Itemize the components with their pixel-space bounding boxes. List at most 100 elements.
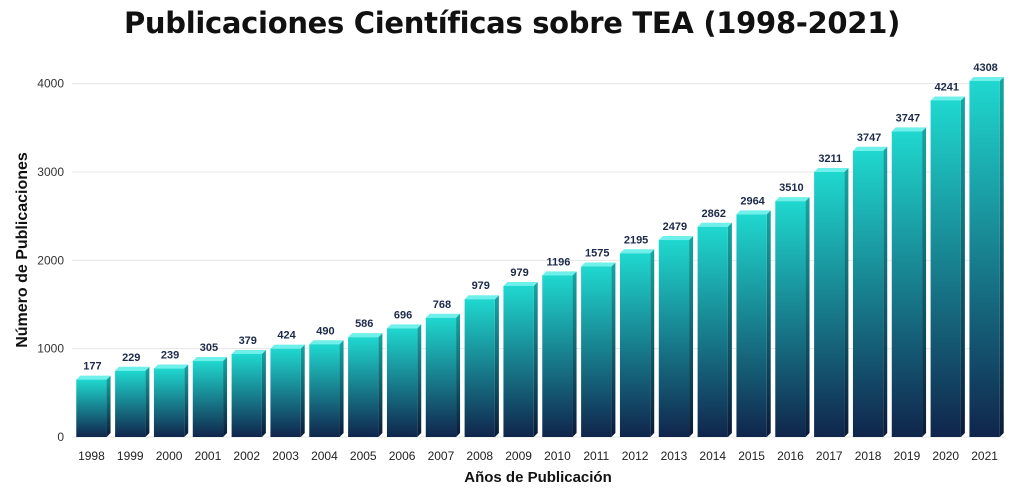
bar (697, 226, 728, 437)
data-label: 3747 (896, 112, 920, 124)
bar-side (300, 344, 305, 437)
bar (348, 337, 379, 437)
bar-top (930, 96, 965, 101)
y-tick-label: 2000 (37, 253, 64, 267)
bar-top (581, 262, 616, 267)
data-label: 4241 (935, 81, 959, 93)
bar-side (999, 77, 1004, 438)
bar (153, 368, 185, 437)
bar (930, 100, 961, 437)
data-label: 2195 (624, 234, 648, 246)
data-label: 2862 (702, 208, 726, 220)
bar (464, 299, 495, 437)
bar (891, 131, 923, 437)
bar-side (456, 313, 461, 437)
bar-top (503, 281, 538, 286)
bar-side (106, 375, 111, 437)
x-tick-label: 2014 (699, 449, 726, 463)
data-label: 379 (239, 335, 257, 347)
bar-top (969, 77, 1004, 82)
x-tick-label: 2004 (311, 449, 338, 463)
bar-top (736, 210, 771, 215)
bar-top (425, 313, 461, 318)
bar-top (192, 357, 228, 362)
data-label: 1575 (585, 248, 609, 260)
data-label: 3510 (779, 182, 803, 194)
x-tick-label: 2018 (855, 449, 882, 463)
bar (814, 172, 845, 437)
x-tick-label: 2000 (156, 449, 183, 463)
bar-top (309, 340, 344, 345)
x-axis-label: Años de Publicación (464, 469, 612, 486)
bar-side (689, 236, 694, 437)
bar-side (378, 333, 383, 437)
bar-side (960, 96, 965, 437)
data-label: 424 (277, 330, 296, 342)
bar-side (766, 210, 771, 437)
bar (192, 361, 224, 437)
bar-top (464, 295, 499, 300)
x-tick-label: 2017 (816, 449, 843, 463)
y-tick-label: 0 (57, 430, 64, 444)
bar-top (153, 364, 189, 369)
bar-side (184, 364, 189, 437)
bar-side (844, 168, 849, 437)
bar-side (223, 357, 228, 437)
x-tick-label: 1999 (117, 449, 144, 463)
bar (76, 379, 107, 437)
data-label: 696 (394, 309, 412, 321)
x-tick-label: 2005 (350, 449, 377, 463)
chart-title: Publicaciones Científicas sobre TEA (199… (123, 6, 901, 40)
data-label: 2964 (740, 195, 765, 207)
x-tick-label: 2003 (272, 449, 299, 463)
data-label: 3747 (857, 132, 881, 144)
y-tick-label: 3000 (37, 165, 64, 179)
data-label: 177 (83, 361, 101, 373)
y-axis-ticks: 0 1000 2000 3000 4000 (37, 77, 64, 444)
bar-side (727, 222, 732, 437)
x-tick-label: 2001 (195, 449, 222, 463)
bar-side (805, 197, 810, 437)
gridlines (72, 83, 1004, 438)
bar (386, 328, 418, 437)
data-label: 305 (200, 342, 218, 354)
bar-top (852, 146, 888, 151)
bar (736, 214, 767, 437)
data-label: 490 (316, 325, 334, 337)
x-tick-label: 2007 (428, 449, 455, 463)
x-tick-label: 2019 (894, 449, 921, 463)
x-tick-label: 2009 (505, 449, 532, 463)
y-axis-label: Número de Publicaciones (14, 152, 31, 348)
bar-top (270, 344, 305, 349)
bar-top (542, 271, 577, 276)
bar-side (261, 349, 266, 437)
bar-side (650, 249, 655, 437)
bar-side (494, 295, 499, 437)
bar-side (572, 271, 577, 437)
bar-top (386, 324, 422, 329)
bar (775, 201, 806, 437)
bar-top (814, 168, 849, 172)
data-label: 239 (161, 350, 179, 362)
x-tick-label: 2006 (389, 449, 416, 463)
y-tick-label: 4000 (37, 77, 64, 91)
x-tick-label: 2010 (544, 449, 571, 463)
bar (425, 317, 457, 437)
bar-side (611, 262, 616, 437)
bar (619, 253, 651, 437)
bar (852, 150, 884, 438)
bar-top (231, 349, 266, 354)
bar-side (533, 281, 538, 437)
x-tick-label: 2020 (932, 449, 959, 463)
x-axis-ticks: 1998 1999 2000 2001 2002 2003 2004 2005 2006 2007… (78, 449, 998, 463)
x-tick-label: 2013 (661, 449, 688, 463)
data-label: 4308 (973, 62, 997, 74)
data-label: 979 (472, 280, 490, 292)
x-tick-label: 2012 (622, 449, 649, 463)
x-tick-label: 2016 (777, 449, 804, 463)
bar (658, 240, 690, 437)
data-label: 768 (433, 299, 451, 311)
bar-top (775, 197, 810, 202)
bar-top (348, 333, 383, 338)
